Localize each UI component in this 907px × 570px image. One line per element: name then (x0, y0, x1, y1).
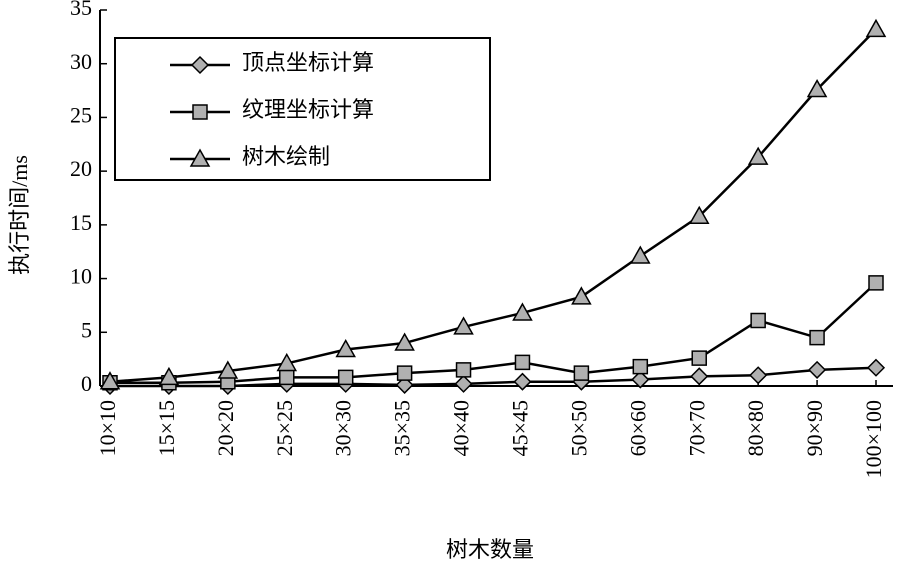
y-tick-label: 5 (81, 317, 92, 342)
x-tick-label: 80×80 (743, 400, 768, 456)
x-tick-label: 20×20 (213, 400, 238, 456)
series-line (110, 366, 877, 388)
point (453, 316, 474, 335)
point (454, 374, 473, 393)
legend-label: 顶点坐标计算 (242, 50, 374, 75)
legend-label: 树木绘制 (242, 144, 330, 169)
x-tick-label: 40×40 (449, 400, 474, 456)
x-tick-label: 70×70 (684, 400, 709, 456)
x-tick-label: 35×35 (390, 400, 415, 456)
point (630, 245, 651, 264)
point (279, 369, 295, 386)
y-axis-label: 执行时间/ms (7, 155, 32, 275)
point (571, 286, 592, 305)
y-tick-label: 15 (70, 210, 92, 235)
legend-marker (190, 55, 210, 75)
legend-box (114, 37, 491, 181)
point (806, 78, 828, 98)
y-tick-label: 10 (70, 264, 92, 289)
point (514, 354, 531, 371)
point (337, 369, 354, 386)
series-line (110, 281, 877, 385)
x-tick-label: 25×25 (272, 400, 297, 456)
legend-label: 纹理坐标计算 (242, 97, 374, 122)
point (809, 329, 825, 346)
x-tick-label: 90×90 (802, 400, 827, 456)
point (631, 370, 650, 389)
point (396, 365, 413, 381)
y-tick-label: 0 (81, 371, 92, 396)
x-tick-label: 100×100 (861, 400, 886, 478)
point (573, 365, 590, 381)
point (513, 372, 532, 391)
x-tick-label: 30×30 (331, 400, 356, 456)
x-tick-label: 15×15 (154, 400, 179, 456)
point (747, 146, 769, 165)
point (395, 375, 414, 394)
point (691, 350, 707, 366)
point (868, 275, 884, 291)
point (690, 367, 709, 386)
point (865, 18, 887, 38)
point (335, 338, 356, 358)
point (866, 358, 886, 377)
point (688, 205, 710, 225)
legend-marker (192, 104, 208, 120)
point (749, 366, 768, 385)
legend-marker (189, 148, 211, 167)
point (512, 302, 533, 321)
point (750, 312, 766, 329)
point (276, 352, 298, 372)
point (808, 360, 827, 379)
x-tick-label: 60×60 (625, 400, 650, 456)
point (632, 358, 649, 375)
x-tick-label: 10×10 (95, 400, 120, 456)
y-tick-label: 25 (70, 102, 92, 127)
y-tick-label: 30 (70, 49, 92, 74)
x-axis-label: 树木数量 (446, 537, 534, 562)
point (99, 371, 121, 390)
point (394, 332, 415, 351)
x-tick-label: 50×50 (566, 400, 591, 456)
y-tick-label: 20 (70, 156, 92, 181)
point (217, 360, 239, 379)
series-line (109, 28, 877, 383)
y-tick-label: 35 (70, 0, 92, 20)
point (455, 362, 472, 378)
point (158, 366, 180, 386)
x-tick-label: 45×45 (508, 400, 533, 456)
